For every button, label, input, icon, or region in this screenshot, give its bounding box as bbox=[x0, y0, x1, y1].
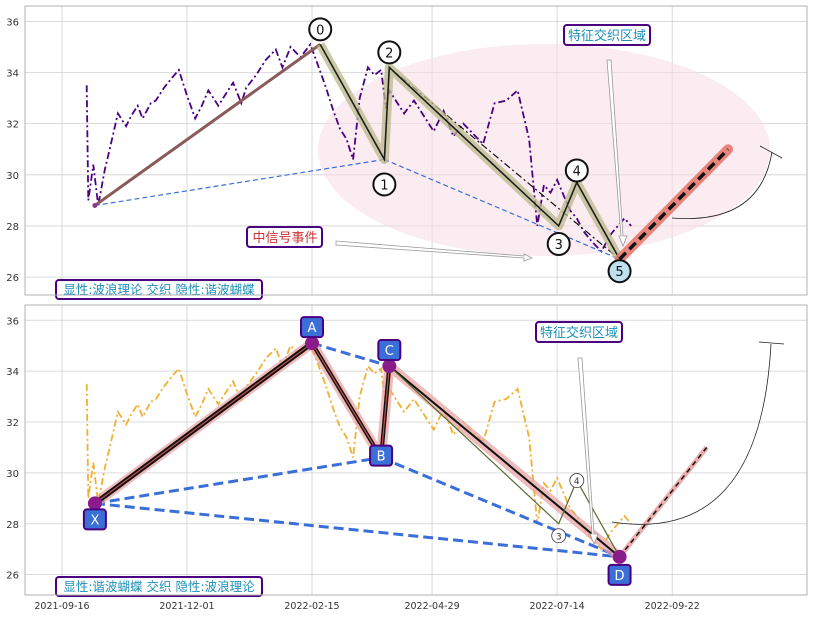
y-tick-label: 36 bbox=[6, 316, 19, 327]
dashed-support-line bbox=[384, 158, 620, 260]
lead-in-line bbox=[94, 43, 322, 207]
projection-curve-tip bbox=[759, 145, 783, 159]
y-tick-label: 28 bbox=[6, 520, 19, 531]
harmonic-point-dot bbox=[382, 359, 397, 374]
wave-point-marker bbox=[546, 231, 571, 256]
wave-point-label: 2 bbox=[385, 46, 393, 61]
harmonic-dashed-line bbox=[311, 341, 390, 368]
bottom-point-labels: X A B C D 3 4 bbox=[82, 316, 632, 586]
wave-point-marker bbox=[308, 17, 333, 42]
harmonic-point-label: X bbox=[90, 513, 99, 528]
x-tick-label: 2022-02-15 bbox=[284, 601, 339, 612]
harmonic-dashed-line bbox=[94, 501, 620, 559]
svg-text:显性:谐波蝴蝶 交织 隐性:波浪理论: 显性:谐波蝴蝶 交织 隐性:波浪理论 bbox=[63, 579, 255, 594]
bottom-projection-curve bbox=[611, 343, 772, 525]
minor-wave-label: 4 bbox=[574, 477, 580, 487]
y-tick-label: 32 bbox=[6, 418, 19, 429]
minor-wave-marker bbox=[569, 473, 585, 488]
y-tick-label: 32 bbox=[6, 120, 19, 131]
harmonic-point-dot bbox=[87, 496, 102, 511]
x-tick-label: 2022-04-29 bbox=[404, 601, 459, 612]
mid-signal-arrow bbox=[335, 240, 533, 262]
x-tick-label: 2021-12-01 bbox=[159, 601, 214, 612]
y-tick-label: 36 bbox=[6, 17, 19, 28]
wave-point-label: 1 bbox=[380, 178, 388, 193]
harmonic-point-label: B bbox=[377, 450, 386, 465]
harmonic-point-label: C bbox=[385, 344, 394, 359]
projection-curve bbox=[671, 151, 773, 220]
harmonic-point-box bbox=[300, 316, 324, 339]
crossing-region-ellipse bbox=[318, 44, 770, 256]
projection-halo bbox=[617, 445, 709, 559]
bottom-crossing-arrow bbox=[577, 357, 599, 546]
x-tick-label: 2022-07-14 bbox=[529, 601, 584, 612]
harmonic-point-label: D bbox=[615, 569, 625, 584]
harmonic-point-box bbox=[369, 444, 394, 467]
bottom-frame bbox=[24, 304, 808, 596]
minor-wave-label: 3 bbox=[556, 532, 562, 542]
wave-point-marker bbox=[607, 259, 632, 284]
y-tick-label: 34 bbox=[6, 68, 19, 79]
top-price-series bbox=[85, 42, 632, 254]
wave-point-marker bbox=[377, 40, 402, 65]
bottom-crossing-label: 特征交织区域 bbox=[535, 321, 623, 343]
harmonic-dashed-line bbox=[94, 456, 382, 505]
bottom-footer-label: 显性:谐波蝴蝶 交织 隐性:波浪理论 bbox=[55, 576, 263, 597]
top-y-tick-labels: 26 28 30 32 34 36 bbox=[6, 17, 19, 284]
wave-line bbox=[319, 44, 621, 260]
harmonic-point-dot bbox=[305, 336, 319, 351]
y-tick-label: 34 bbox=[6, 367, 19, 378]
x-tick-labels: 2021-09-16 2021-12-01 2022-02-15 2022-04-29… bbox=[34, 601, 699, 612]
minor-wave-line bbox=[388, 365, 621, 558]
harmonic-dashed-line bbox=[380, 456, 621, 559]
crossing-arrow bbox=[606, 59, 628, 248]
wave-point-marker bbox=[372, 172, 397, 197]
harmonic-point-dot bbox=[612, 549, 627, 564]
minor-wave-marker bbox=[551, 528, 567, 544]
mid-signal-label: 中信号事件 bbox=[246, 226, 323, 248]
harmonic-point-box bbox=[607, 563, 632, 586]
projection-line bbox=[618, 147, 730, 261]
x-tick-label: 2022-09-22 bbox=[645, 601, 700, 612]
bottom-projection-curve-tip bbox=[758, 341, 785, 345]
wave-point-label: 4 bbox=[573, 164, 581, 179]
wave-point-label: 0 bbox=[316, 23, 324, 38]
y-tick-label: 26 bbox=[6, 571, 19, 582]
dashed-support-line bbox=[94, 158, 385, 207]
wave-point-marker bbox=[564, 158, 589, 183]
price-line bbox=[85, 42, 632, 254]
wave-point-label: 5 bbox=[615, 265, 623, 280]
top-wave-labels: 0 1 2 3 4 5 bbox=[308, 17, 632, 284]
top-crossing-label: 特征交织区域 bbox=[563, 24, 651, 46]
y-tick-label: 30 bbox=[6, 171, 19, 182]
svg-text:特征交织区域: 特征交织区域 bbox=[568, 28, 646, 44]
wave-point-label: 3 bbox=[555, 238, 563, 253]
svg-text:显性:波浪理论 交织 隐性:谐波蝴蝶: 显性:波浪理论 交织 隐性:谐波蝴蝶 bbox=[63, 282, 255, 297]
y-tick-label: 28 bbox=[6, 222, 19, 233]
harmonic-point-box bbox=[377, 339, 402, 362]
bottom-price-series bbox=[85, 341, 632, 551]
harmonic-leg-cd bbox=[388, 365, 621, 558]
harmonic-point-label: A bbox=[308, 321, 317, 336]
price-line bbox=[85, 341, 632, 551]
svg-text:特征交织区域: 特征交织区域 bbox=[540, 325, 618, 341]
start-point bbox=[92, 202, 98, 208]
y-tick-label: 30 bbox=[6, 469, 19, 480]
top-footer-label: 显性:波浪理论 交织 隐性:谐波蝴蝶 bbox=[55, 279, 263, 300]
top-wave-overlay bbox=[92, 42, 734, 265]
harmonic-point-box bbox=[82, 508, 107, 531]
x-tick-label: 2021-09-16 bbox=[34, 601, 89, 612]
y-tick-label: 26 bbox=[6, 273, 19, 284]
bottom-y-tick-labels: 26 28 30 32 34 36 bbox=[6, 316, 19, 581]
svg-text:中信号事件: 中信号事件 bbox=[252, 231, 317, 246]
top-frame bbox=[24, 5, 808, 296]
